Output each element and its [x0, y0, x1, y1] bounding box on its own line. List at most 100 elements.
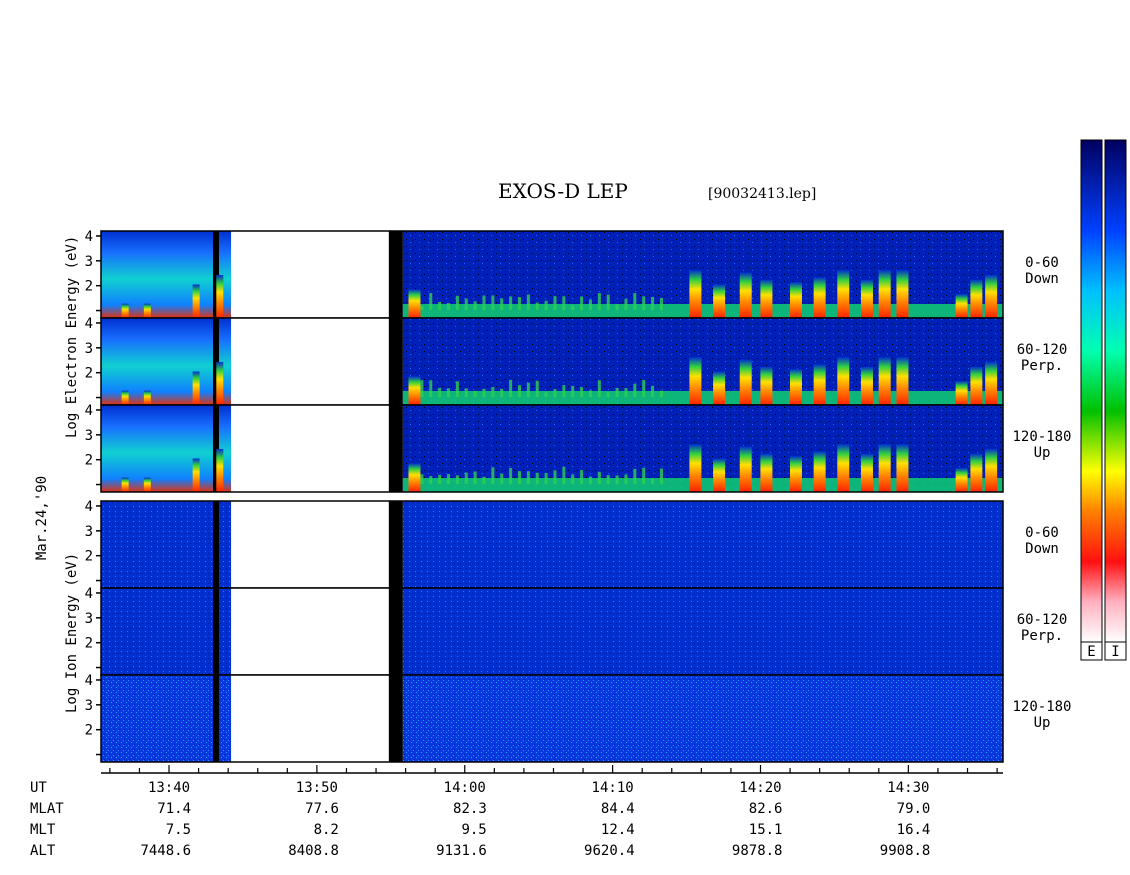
panel-3-ytick-label-2: 2 — [85, 549, 93, 565]
ephem-mlt-label: MLT — [30, 822, 56, 838]
panel-1-burst-8 — [878, 357, 891, 405]
panel-0-spike-3 — [447, 303, 451, 310]
panel-0-burst-9 — [896, 270, 909, 318]
panel-3-gap-edge — [388, 501, 403, 588]
ephem-mlt-value-3: 12.4 — [601, 822, 635, 838]
panel-1-spike-20 — [597, 380, 601, 397]
panel-0-early-burst-0 — [192, 284, 200, 318]
panel-0-spike-18 — [580, 296, 584, 310]
panel-0-spike-1 — [429, 293, 433, 310]
panel-0-low-band — [402, 304, 1003, 318]
panel-4-gap-start-edge — [213, 588, 219, 675]
panel-2-spike-24 — [633, 468, 637, 484]
panel-1-spike-17 — [571, 385, 575, 397]
panel-0-gap-start-edge — [213, 231, 219, 318]
panel-2-burst-0 — [689, 444, 702, 492]
panel-1-burst-10 — [955, 381, 968, 405]
panel-1-burst-13 — [408, 376, 421, 405]
panel-2-burst-5 — [813, 451, 826, 492]
x-tick-label-4: 14:20 — [739, 780, 781, 796]
ephem-mlat-value-0: 71.4 — [157, 801, 191, 817]
panel-3-ytick-label-4: 4 — [85, 499, 93, 515]
x-tick-label-3: 14:10 — [592, 780, 634, 796]
panel-2-spike-9 — [500, 473, 504, 484]
panel-5-frame — [100, 674, 1004, 763]
panel-1-spike-4 — [455, 381, 459, 397]
panel-2-early-burst-1 — [216, 448, 224, 492]
panel-0-spike-15 — [553, 296, 557, 310]
panel-1-spike-0 — [420, 380, 424, 397]
panel-3-data — [402, 501, 1003, 588]
panel-4-early-data — [101, 588, 232, 675]
panel-5-gap-edge — [388, 675, 403, 762]
colorbar-e-label-box — [1080, 641, 1103, 661]
panel-1-early-burst-0 — [192, 371, 200, 405]
panel-0-burst-6 — [837, 270, 850, 318]
panel-0-spike-26 — [651, 296, 655, 310]
panel-1-gap-edge — [388, 318, 403, 405]
pitch-label-0: 0-60 Down — [1006, 255, 1078, 287]
panel-2-early-burst-3 — [143, 477, 151, 492]
pitch-angle-3: 0-60 — [1025, 524, 1059, 541]
panel-0-burst-11 — [970, 279, 983, 318]
panel-0-gap-edge — [388, 231, 403, 318]
panel-0-early-data — [101, 231, 232, 318]
panel-4-data — [402, 588, 1003, 675]
pitch-direction-0: Down — [1025, 270, 1059, 287]
x-tick-label-0: 13:40 — [148, 780, 190, 796]
panel-1-spike-1 — [429, 380, 433, 397]
pitch-direction-5: Up — [1033, 714, 1051, 731]
panel-0-data-gap — [231, 231, 389, 318]
panel-0-spike-27 — [659, 297, 663, 310]
panel-1-burst-11 — [970, 366, 983, 405]
panel-0-spike-13 — [535, 302, 539, 310]
pitch-angle-1: 60-120 — [1016, 341, 1068, 358]
panel-5-early-data — [101, 675, 232, 762]
panel-0-spike-25 — [642, 296, 646, 310]
ephem-alt-value-4: 9878.8 — [732, 843, 783, 859]
panel-2-early-burst-0 — [192, 458, 200, 492]
panel-2-burst-8 — [878, 444, 891, 492]
panel-0-spike-11 — [517, 297, 521, 310]
pitch-label-1: 60-120 Perp. — [1006, 342, 1078, 374]
panel-2-spike-3 — [447, 474, 451, 484]
panel-1-burst-4 — [789, 369, 802, 405]
panel-1-spike-27 — [659, 390, 663, 397]
panel-1-ytick-label-2: 2 — [85, 366, 93, 382]
ephem-alt-value-3: 9620.4 — [584, 843, 635, 859]
x-tick-label-2: 14:00 — [444, 780, 486, 796]
panel-1-spike-6 — [473, 390, 477, 397]
panel-0-ytick-label-3: 3 — [85, 254, 93, 270]
panel-4-gap-edge — [388, 588, 403, 675]
panel-5-data-gap — [231, 675, 389, 762]
x-tick-label-1: 13:50 — [296, 780, 338, 796]
panel-0-burst-10 — [955, 294, 968, 318]
panel-2-burst-10 — [955, 468, 968, 492]
panel-2-spike-20 — [597, 471, 601, 484]
panel-3-ytick-label-3: 3 — [85, 524, 93, 540]
panel-0-spike-4 — [455, 295, 459, 310]
ephem-mlat-value-4: 82.6 — [749, 801, 783, 817]
pitch-angle-5: 120-180 — [1012, 698, 1072, 715]
panel-2-ytick-label-2: 2 — [85, 453, 93, 469]
pitch-angle-0: 0-60 — [1025, 254, 1059, 271]
panel-0-spike-23 — [624, 298, 628, 310]
pitch-label-4: 60-120 Perp. — [1006, 612, 1078, 644]
panel-5-ytick-label-4: 4 — [85, 673, 93, 689]
panel-3-early-data — [101, 501, 232, 588]
ephem-alt-value-0: 7448.6 — [140, 843, 191, 859]
panel-2-spike-27 — [659, 468, 663, 484]
ephem-mlt-value-1: 8.2 — [314, 822, 339, 838]
panel-2-spike-21 — [606, 475, 610, 484]
panel-0-early-burst-3 — [143, 303, 151, 318]
panel-2-burst-12 — [985, 448, 998, 492]
panel-1-spike-22 — [615, 387, 619, 397]
panel-2-ytick-label-3: 3 — [85, 428, 93, 444]
panel-1-spike-11 — [517, 385, 521, 397]
panel-4-ytick-label-3: 3 — [85, 611, 93, 627]
panel-2-spike-4 — [455, 475, 459, 484]
panel-1-burst-7 — [860, 366, 873, 405]
panel-2-spike-13 — [535, 472, 539, 484]
panel-1-early-data — [101, 318, 232, 405]
panel-2-burst-6 — [837, 444, 850, 492]
